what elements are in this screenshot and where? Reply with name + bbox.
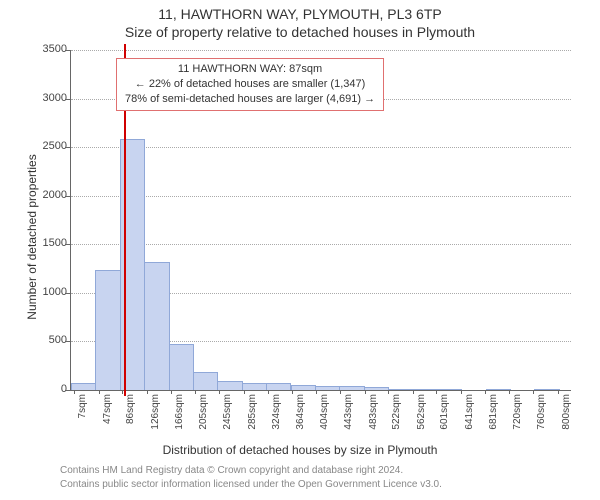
callout-larger-pct: 78% of semi-detached houses are larger (… — [125, 92, 375, 107]
histogram-bar — [339, 386, 364, 390]
x-tick-mark — [509, 390, 510, 394]
footer-copyright: Contains HM Land Registry data © Crown c… — [60, 465, 403, 476]
x-tick-label: 7sqm — [77, 394, 88, 444]
y-tick-mark — [66, 196, 70, 197]
x-tick-mark — [292, 390, 293, 394]
x-tick-label: 483sqm — [368, 394, 379, 444]
x-tick-label: 681sqm — [488, 394, 499, 444]
histogram-bar — [388, 389, 413, 390]
x-tick-mark — [365, 390, 366, 394]
histogram-bar — [412, 389, 437, 390]
y-tick-label: 3500 — [27, 43, 67, 55]
y-tick-label: 1000 — [27, 286, 67, 298]
y-tick-label: 2000 — [27, 189, 67, 201]
histogram-bar — [437, 389, 462, 390]
y-tick-label: 3000 — [27, 92, 67, 104]
y-tick-mark — [66, 390, 70, 391]
histogram-bar — [242, 383, 267, 390]
x-tick-label: 562sqm — [416, 394, 427, 444]
histogram-bar — [486, 389, 511, 390]
x-tick-label: 760sqm — [536, 394, 547, 444]
x-tick-label: 47sqm — [102, 394, 113, 444]
x-tick-mark — [268, 390, 269, 394]
x-tick-mark — [461, 390, 462, 394]
x-tick-mark — [413, 390, 414, 394]
x-tick-mark — [485, 390, 486, 394]
x-axis-label: Distribution of detached houses by size … — [0, 443, 600, 457]
histogram-bar — [217, 381, 242, 390]
title-address: 11, HAWTHORN WAY, PLYMOUTH, PL3 6TP — [0, 6, 600, 22]
histogram-bar — [315, 386, 340, 390]
x-tick-mark — [171, 390, 172, 394]
y-tick-mark — [66, 244, 70, 245]
x-tick-mark — [316, 390, 317, 394]
histogram-bar — [71, 383, 96, 390]
histogram-bar — [193, 372, 218, 390]
x-tick-label: 601sqm — [439, 394, 450, 444]
y-tick-label: 0 — [27, 383, 67, 395]
x-tick-label: 245sqm — [222, 394, 233, 444]
callout-smaller-pct: ← 22% of detached houses are smaller (1,… — [125, 77, 375, 92]
histogram-bar — [534, 389, 559, 390]
x-tick-mark — [558, 390, 559, 394]
x-tick-label: 166sqm — [174, 394, 185, 444]
x-tick-label: 205sqm — [198, 394, 209, 444]
x-tick-label: 522sqm — [391, 394, 402, 444]
histogram-bar — [266, 383, 291, 390]
y-tick-label: 500 — [27, 334, 67, 346]
y-tick-label: 2500 — [27, 140, 67, 152]
x-tick-label: 126sqm — [150, 394, 161, 444]
x-tick-mark — [340, 390, 341, 394]
y-tick-mark — [66, 293, 70, 294]
gridline — [71, 50, 571, 51]
x-tick-mark — [436, 390, 437, 394]
x-tick-label: 720sqm — [512, 394, 523, 444]
callout-property-size: 11 HAWTHORN WAY: 87sqm — [125, 62, 375, 77]
y-tick-mark — [66, 50, 70, 51]
x-tick-mark — [195, 390, 196, 394]
title-subtitle: Size of property relative to detached ho… — [0, 24, 600, 40]
x-tick-label: 324sqm — [271, 394, 282, 444]
footer-licence: Contains public sector information licen… — [60, 479, 442, 490]
x-tick-label: 285sqm — [247, 394, 258, 444]
x-tick-mark — [99, 390, 100, 394]
x-tick-mark — [533, 390, 534, 394]
histogram-bar — [364, 387, 389, 390]
y-tick-mark — [66, 341, 70, 342]
x-tick-label: 404sqm — [319, 394, 330, 444]
x-tick-mark — [147, 390, 148, 394]
x-tick-label: 86sqm — [125, 394, 136, 444]
histogram-bar — [95, 270, 120, 390]
x-tick-mark — [122, 390, 123, 394]
page: 11, HAWTHORN WAY, PLYMOUTH, PL3 6TP Size… — [0, 0, 600, 500]
x-tick-label: 641sqm — [464, 394, 475, 444]
x-tick-mark — [244, 390, 245, 394]
histogram-bar — [144, 262, 169, 390]
gridline — [71, 147, 571, 148]
callout-box: 11 HAWTHORN WAY: 87sqm ← 22% of detached… — [116, 58, 384, 111]
x-tick-mark — [74, 390, 75, 394]
x-tick-label: 364sqm — [295, 394, 306, 444]
histogram-bar — [291, 385, 316, 390]
histogram-bar — [169, 344, 194, 390]
x-tick-mark — [219, 390, 220, 394]
gridline — [71, 244, 571, 245]
gridline — [71, 196, 571, 197]
y-tick-mark — [66, 147, 70, 148]
y-tick-label: 1500 — [27, 237, 67, 249]
x-tick-mark — [388, 390, 389, 394]
x-tick-label: 800sqm — [561, 394, 572, 444]
x-tick-label: 443sqm — [343, 394, 354, 444]
y-tick-mark — [66, 99, 70, 100]
